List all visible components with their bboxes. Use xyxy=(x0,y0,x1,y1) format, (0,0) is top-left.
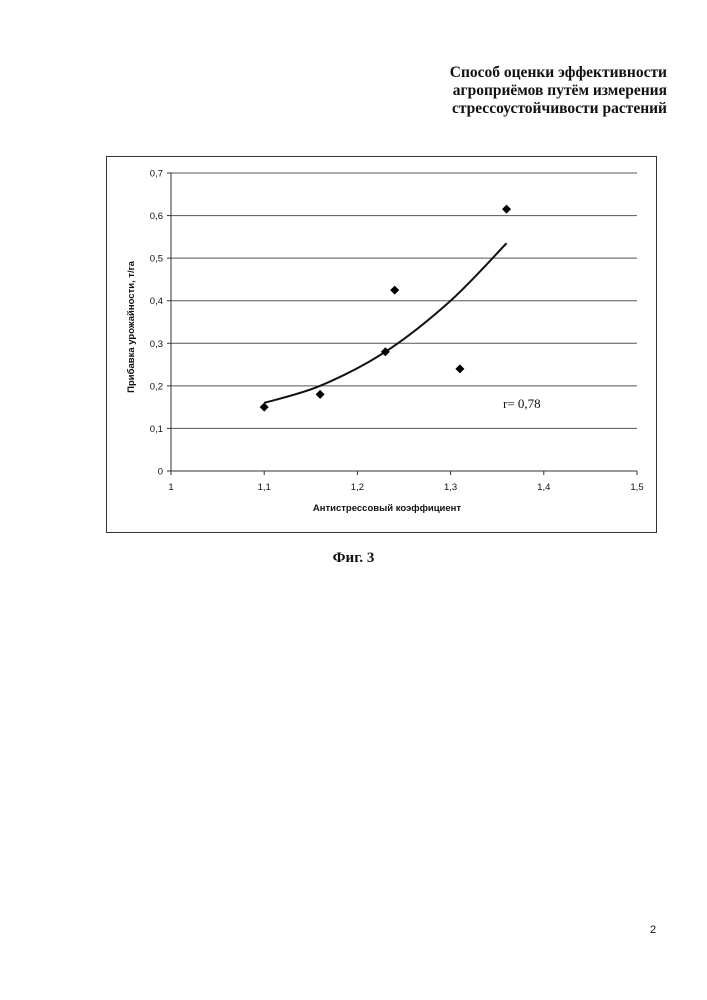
data-point xyxy=(260,403,269,412)
y-tick-label: 0,6 xyxy=(150,211,163,222)
chart-frame: 0 0,1 0,2 0,3 0,4 0,5 0,6 0,7 1 1,1 1,2 1,3 1,4 1,5 А… xyxy=(106,156,657,533)
tick-labels: 0 0,1 0,2 0,3 0,4 0,5 0,6 0,7 1 1,1 1,2 1,3 1,4 1,5 xyxy=(150,169,644,494)
title-line-3: стрессоустойчивости растений xyxy=(337,100,667,118)
figure-caption: Фиг. 3 xyxy=(0,550,707,567)
y-tick-label: 0,5 xyxy=(150,254,163,265)
trendline-layer xyxy=(264,243,506,403)
title-line-1: Способ оценки эффективности xyxy=(337,64,667,82)
data-point xyxy=(502,205,511,214)
x-tick-label: 1 xyxy=(168,482,173,493)
y-tick-label: 0,7 xyxy=(150,169,163,180)
page-number: 2 xyxy=(650,924,656,936)
axis-layer xyxy=(167,173,637,475)
data-point xyxy=(390,286,399,295)
correlation-annotation: r= 0,78 xyxy=(503,396,541,411)
x-tick-label: 1,3 xyxy=(444,482,457,493)
scatter-chart: 0 0,1 0,2 0,3 0,4 0,5 0,6 0,7 1 1,1 1,2 1,3 1,4 1,5 А… xyxy=(107,157,658,534)
y-tick-label: 0,1 xyxy=(150,424,163,435)
x-tick-label: 1,4 xyxy=(537,482,550,493)
document-title: Способ оценки эффективности агроприёмов … xyxy=(337,64,667,118)
x-tick-label: 1,5 xyxy=(630,482,643,493)
x-tick-label: 1,2 xyxy=(351,482,364,493)
data-points xyxy=(260,205,511,412)
y-axis-title: Прибавка урожайности, т/га xyxy=(126,260,137,392)
x-tick-label: 1,1 xyxy=(258,482,271,493)
y-tick-label: 0,3 xyxy=(150,339,163,350)
y-tick-label: 0,4 xyxy=(150,296,163,307)
data-point xyxy=(316,390,325,399)
x-axis-title: Антистрессовый коэффициент xyxy=(313,503,462,514)
y-tick-label: 0,2 xyxy=(150,381,163,392)
trendline xyxy=(264,243,506,403)
title-line-2: агроприёмов путём измерения xyxy=(337,82,667,100)
grid-layer xyxy=(171,173,637,428)
data-point xyxy=(455,364,464,373)
y-tick-label: 0 xyxy=(158,467,163,478)
